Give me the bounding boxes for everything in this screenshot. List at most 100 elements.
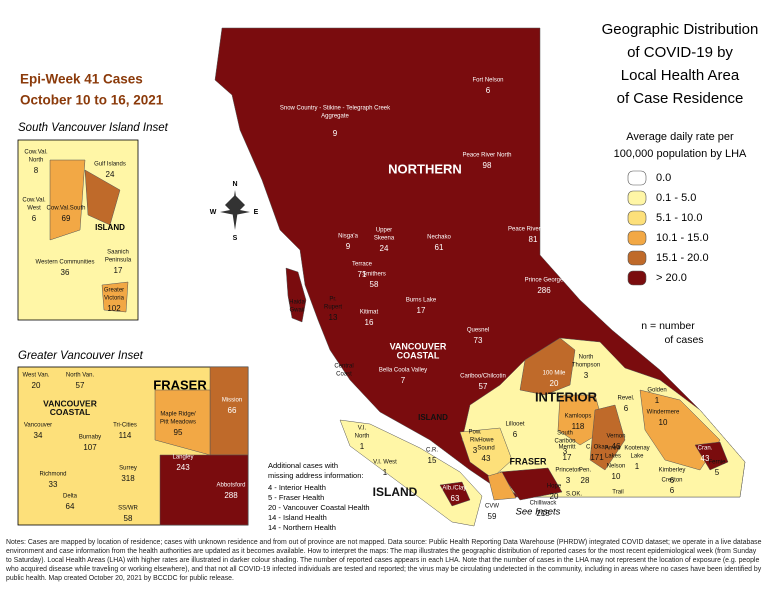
inset-title: South Vancouver Island Inset	[18, 122, 169, 134]
area-cases: 1	[635, 462, 640, 471]
area-name: Smithers	[362, 272, 386, 278]
area-cases: 3	[473, 446, 478, 455]
cranbrook	[694, 441, 729, 471]
fraser-valley	[499, 467, 563, 501]
legend-swatch	[627, 230, 647, 246]
area-name: Chilliwack	[530, 501, 558, 507]
area-name: Burnaby	[79, 435, 101, 441]
area-name: Lake	[630, 454, 644, 460]
area-name: Rupert	[324, 305, 342, 311]
area-cases: 13	[329, 313, 338, 322]
region-label: VANCOUVER	[43, 398, 97, 408]
area-cases: 36	[61, 268, 70, 277]
area-cases: 16	[365, 318, 374, 327]
area-cases: 24	[106, 170, 115, 179]
area-name: V.I. West	[373, 460, 397, 466]
area-name: Kitimat	[360, 310, 379, 316]
area-cases: 6	[486, 86, 491, 95]
area-cases: 15	[428, 456, 437, 465]
legend-swatch	[627, 250, 647, 266]
area-cases: 3	[563, 447, 568, 456]
region-label: COASTAL	[50, 407, 90, 417]
missing-cases: 20 - Vancouver Coastal Health	[268, 503, 370, 512]
area-name: Cow.Val.	[22, 198, 46, 204]
area-cases: 17	[563, 453, 572, 462]
area-name: Kimberley	[659, 468, 686, 474]
inset-shape	[84, 169, 121, 226]
area-name: South	[557, 431, 573, 437]
area-name: Tri-Cities	[113, 423, 137, 429]
legend-title: 100,000 population by LHA	[614, 148, 747, 160]
legend-swatch	[627, 170, 647, 186]
area-cases: 286	[537, 286, 551, 295]
area-name: V.I.	[358, 426, 367, 432]
area-cases: 58	[124, 514, 133, 523]
epi-line: October 10 to 16, 2021	[20, 93, 164, 108]
inset-shape	[49, 159, 86, 241]
area-name: S.OK.	[566, 492, 582, 498]
area-cases: 73	[474, 336, 483, 345]
area-cases: 17	[114, 266, 123, 275]
legend-swatch	[627, 190, 647, 206]
area-name: C. Okan	[586, 445, 608, 451]
area-name: Windermere	[647, 410, 680, 416]
epi-line: Epi-Week 41 Cases	[20, 72, 143, 87]
legend-note: of cases	[664, 334, 703, 346]
area-cases: 20	[32, 381, 41, 390]
area-name: SS/WR	[118, 506, 138, 512]
area-name: Peninsula	[105, 258, 132, 264]
area-name: North Van.	[66, 373, 95, 379]
region-label: FRASER	[509, 456, 547, 466]
area-cases: 10	[659, 418, 668, 427]
see-insets: See Insets	[516, 507, 561, 518]
area-name: Skeena	[374, 236, 395, 242]
area-name: Saanich	[107, 250, 129, 256]
area-name: Victoria	[104, 296, 125, 302]
area-name: Bella Coola Valley	[379, 368, 427, 374]
area-cases: 215	[536, 509, 550, 518]
area-name: Howe	[478, 438, 494, 444]
missing-cases: 5 - Fraser Health	[268, 493, 324, 502]
area-name: Pow.	[468, 430, 481, 436]
area-cases: 98	[483, 161, 492, 170]
region-label: ISLAND	[373, 485, 418, 499]
area-name: Lillooet	[505, 422, 524, 428]
title-line: of Case Residence	[617, 90, 744, 107]
region-label: ISLAND	[418, 413, 448, 422]
area-cases: 3	[584, 371, 589, 380]
area-name: West	[27, 206, 41, 212]
area-cases: 43	[701, 454, 710, 463]
inset-shape	[101, 281, 129, 313]
area-cases: 63	[451, 494, 460, 503]
area-name: Pitt Meadows	[160, 420, 196, 426]
area-cases: 1	[655, 396, 660, 405]
okanagan	[589, 404, 626, 471]
area-cases: 64	[66, 502, 75, 511]
title-line: Geographic Distribution	[602, 21, 759, 38]
legend-label: 10.1 - 15.0	[656, 232, 709, 244]
area-name: North	[579, 355, 594, 361]
area-name: Quesnel	[467, 328, 489, 334]
area-cases: 5	[715, 468, 720, 477]
area-name: Surrey	[119, 466, 137, 472]
area-cases: 6	[670, 486, 675, 495]
area-cases: 107	[83, 443, 97, 452]
area-name: Nisga'a	[338, 234, 358, 240]
inset-shape	[154, 389, 211, 456]
area-cases: 34	[34, 431, 43, 440]
alberni	[439, 481, 471, 507]
missing-cases: missing address information:	[268, 471, 363, 480]
area-name: North	[29, 158, 44, 164]
area-name: Greater	[104, 288, 124, 294]
inset-region-label: FRASER	[153, 377, 207, 392]
legend-label: 0.1 - 5.0	[656, 192, 696, 204]
area-name: Gulf Islands	[94, 162, 126, 168]
region-label: VANCOUVER	[390, 341, 447, 351]
inset-title: Greater Vancouver Inset	[18, 350, 144, 362]
area-cases: 118	[572, 422, 585, 431]
cariboo	[519, 337, 576, 396]
area-name: Sound	[477, 446, 494, 452]
area-cases: 58	[370, 280, 379, 289]
